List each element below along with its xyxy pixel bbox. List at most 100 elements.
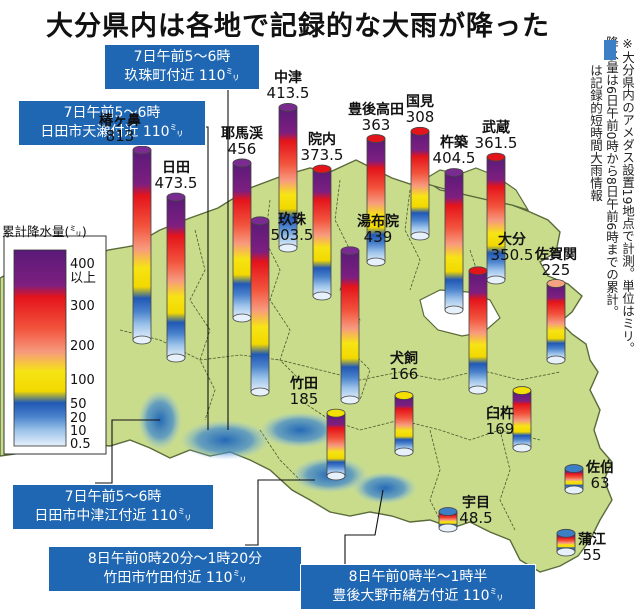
bar-base [166,353,186,363]
station-bar-15 [512,386,532,453]
legend-tick-400: 400 [70,257,95,272]
station-name: 杵築 [439,135,468,152]
station-name: 宇目 [462,494,490,511]
bar-cap [340,246,360,256]
station-label-4: 院内 373.5 [301,133,344,163]
station-bar-3 [278,103,298,253]
bar-body [326,412,346,477]
station-label-17: 宇目 48.5 [459,494,493,527]
station-value: 166 [389,364,419,383]
callout-nakatsue-time: 7日午前5～6時 [64,489,162,505]
station-name: 佐伯 [586,459,614,476]
station-name: 耶馬渓 [221,125,263,142]
bar-body [132,149,152,341]
figure-title: 大分県内は各地で記録的な大雨が降った [46,11,550,42]
legend-tick-10: 10 [70,424,87,439]
station-bar-11 [468,266,488,395]
rain-area-kusu [260,412,340,448]
bar-cap [394,391,414,400]
station-bar-0 [132,145,152,345]
bar-body [444,172,464,311]
station-bar-16 [564,464,584,495]
bar-body [410,130,430,237]
bar-body [312,168,332,297]
station-bar-12 [546,279,566,365]
legend-tick-20: 20 [70,411,87,426]
bar-cap [312,164,332,174]
note-line-2: 降水量は6日午前0時から8日午前6時までの累計。 [604,36,619,318]
legend-tick-100: 100 [70,373,95,388]
callout-amase-place: 日田市天瀬付近 110㍉ [40,124,184,140]
legend-tick-ijo: 以上 [70,271,97,286]
bar-cap [410,126,430,136]
station-label-6: 国見 308 [406,95,435,125]
bar-base [340,395,360,405]
callout-amase: 7日午前5～6時 日田市天瀬付近 110㍉ [18,100,206,146]
station-bar-9 [250,216,270,397]
station-bar-1 [166,192,186,363]
callout-nakatsue-place: 日田市中津江付近 110㍉ [34,508,192,524]
station-name: 玖珠 [277,211,306,228]
bar-body [232,162,252,319]
station-label-7: 武蔵 361.5 [475,121,518,151]
highlight-note: は記録的短時間大雨情報 [588,64,603,202]
rain-area-ogata [353,472,417,504]
station-bar-2 [232,158,252,323]
callout-ogata-time: 8日午前0時半～1時半 [348,569,488,585]
station-label-12: 佐賀関 225 [535,246,577,279]
station-name: 豊後高田 [348,101,404,118]
station-bar-10 [340,246,360,405]
station-name: 蒲江 [578,532,606,549]
station-value: 361.5 [474,134,518,153]
station-bar-13 [394,391,414,457]
legend-title: 累計降水量(㍉) [2,224,87,239]
station-label-16: 佐伯 63 [586,459,614,492]
bar-cap [326,408,346,418]
bar-body [468,270,488,391]
bar-base [556,547,576,557]
station-name: 臼杵 [485,405,514,422]
station-label-0: 椿ヶ鼻 813 [99,114,141,144]
bar-cap [366,134,386,143]
station-label-9: 玖珠 503.5 [271,211,314,243]
callout-nakatsue: 7日午前5～6時 日田市中津江付近 110㍉ [12,484,214,530]
bar-body [394,395,414,453]
station-value: 225 [541,260,571,279]
bar-base [410,231,430,241]
bar-cap [564,464,584,473]
station-value: 63 [590,473,610,492]
callout-taketa-place: 竹田市竹田付近 110㍉ [103,570,247,586]
station-value: 169 [485,419,515,438]
legend-tick-300: 300 [70,299,95,314]
station-value: 473.5 [154,174,198,192]
station-label-11: 大分 350.5 [491,231,534,263]
station-value: 185 [289,390,319,409]
callout-taketa: 8日午前0時20分～1時20分 竹田市竹田付近 110㍉ [48,546,302,592]
station-bar-5 [366,134,386,267]
callout-kusu-time: 7日午前5～6時 [133,49,231,65]
legend-tick-05: 0.5 [70,437,91,452]
rainfall-bars [132,103,584,557]
callout-taketa-time: 8日午前0時20分～1時20分 [87,551,263,567]
bar-body [250,220,270,393]
station-name: 院内 [307,132,336,148]
station-name: 大分 [497,231,526,248]
station-label-18: 蒲江 55 [578,533,606,563]
station-name: 佐賀関 [535,246,577,263]
station-value: 55 [582,546,602,565]
rain-area-amase [180,420,270,460]
station-value: 48.5 [459,508,493,527]
station-bar-18 [556,528,576,557]
station-bar-14 [326,408,346,481]
bar-base [444,305,464,315]
station-name: 椿ヶ鼻 [99,113,141,129]
bar-cap [438,507,458,516]
heavy-rain-areas [138,390,417,504]
callout-kusu-place: 玖珠町付近 110㍉ [124,68,240,84]
station-bar-17 [438,507,458,533]
bar-cap [486,152,506,162]
station-bar-8 [444,168,464,315]
station-label-13: 犬飼 166 [389,351,419,383]
station-bar-7 [486,152,506,285]
